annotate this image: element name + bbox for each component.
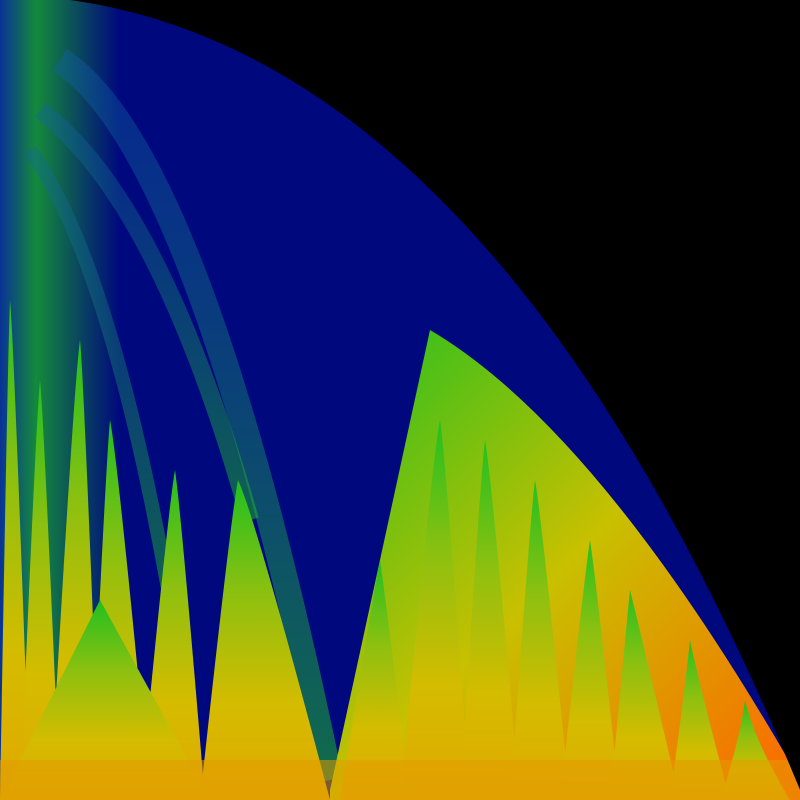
arc-band-2 [34,102,259,523]
right-spike-5 [560,540,620,800]
arc-band-3 [24,145,177,602]
right-spike-2 [400,420,470,800]
left-spike-group [0,300,330,800]
bottom-floor [0,760,800,800]
left-spike-2 [20,380,60,800]
right-spike-6 [610,590,680,800]
right-spike-3 [460,440,520,800]
left-spike-6 [200,480,330,800]
left-spike-1 [0,300,30,800]
arc-band-1 [52,49,343,783]
right-spike-group [340,420,790,800]
right-spike-4 [510,480,570,800]
left-spike-7 [0,600,210,800]
right-spike-1 [340,560,410,800]
